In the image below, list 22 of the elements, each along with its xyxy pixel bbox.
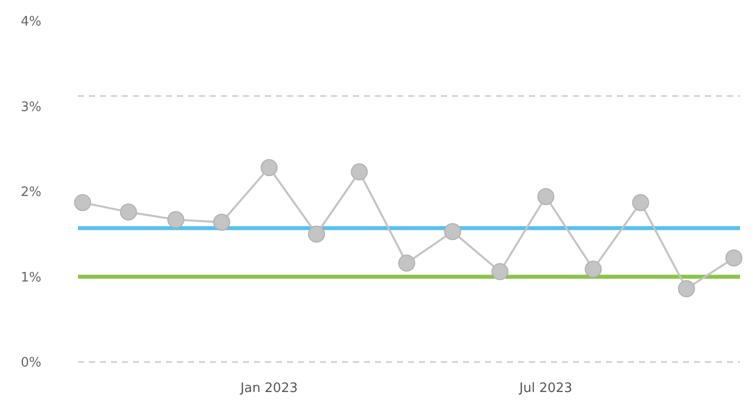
y-tick-label: 3%: [20, 100, 42, 115]
point: [120, 203, 137, 220]
point: [632, 194, 650, 212]
point: [74, 194, 92, 212]
point: [678, 280, 695, 298]
point: [308, 226, 326, 243]
point: [167, 211, 184, 228]
point: [584, 260, 602, 278]
point: [398, 254, 416, 272]
x-tick-label: Jan 2023: [239, 381, 298, 396]
point: [444, 223, 462, 240]
y-tick-label: 1%: [20, 270, 42, 286]
point: [213, 214, 230, 231]
y-tick-label: 2%: [20, 185, 42, 200]
y-tick-label: 4%: [20, 14, 42, 30]
point: [260, 159, 278, 176]
point: [537, 188, 554, 206]
x-tick-label: Jul 2023: [518, 381, 572, 396]
point: [491, 263, 508, 280]
y-tick-label: 0%: [20, 356, 42, 371]
point: [350, 163, 368, 180]
point: [725, 249, 742, 266]
